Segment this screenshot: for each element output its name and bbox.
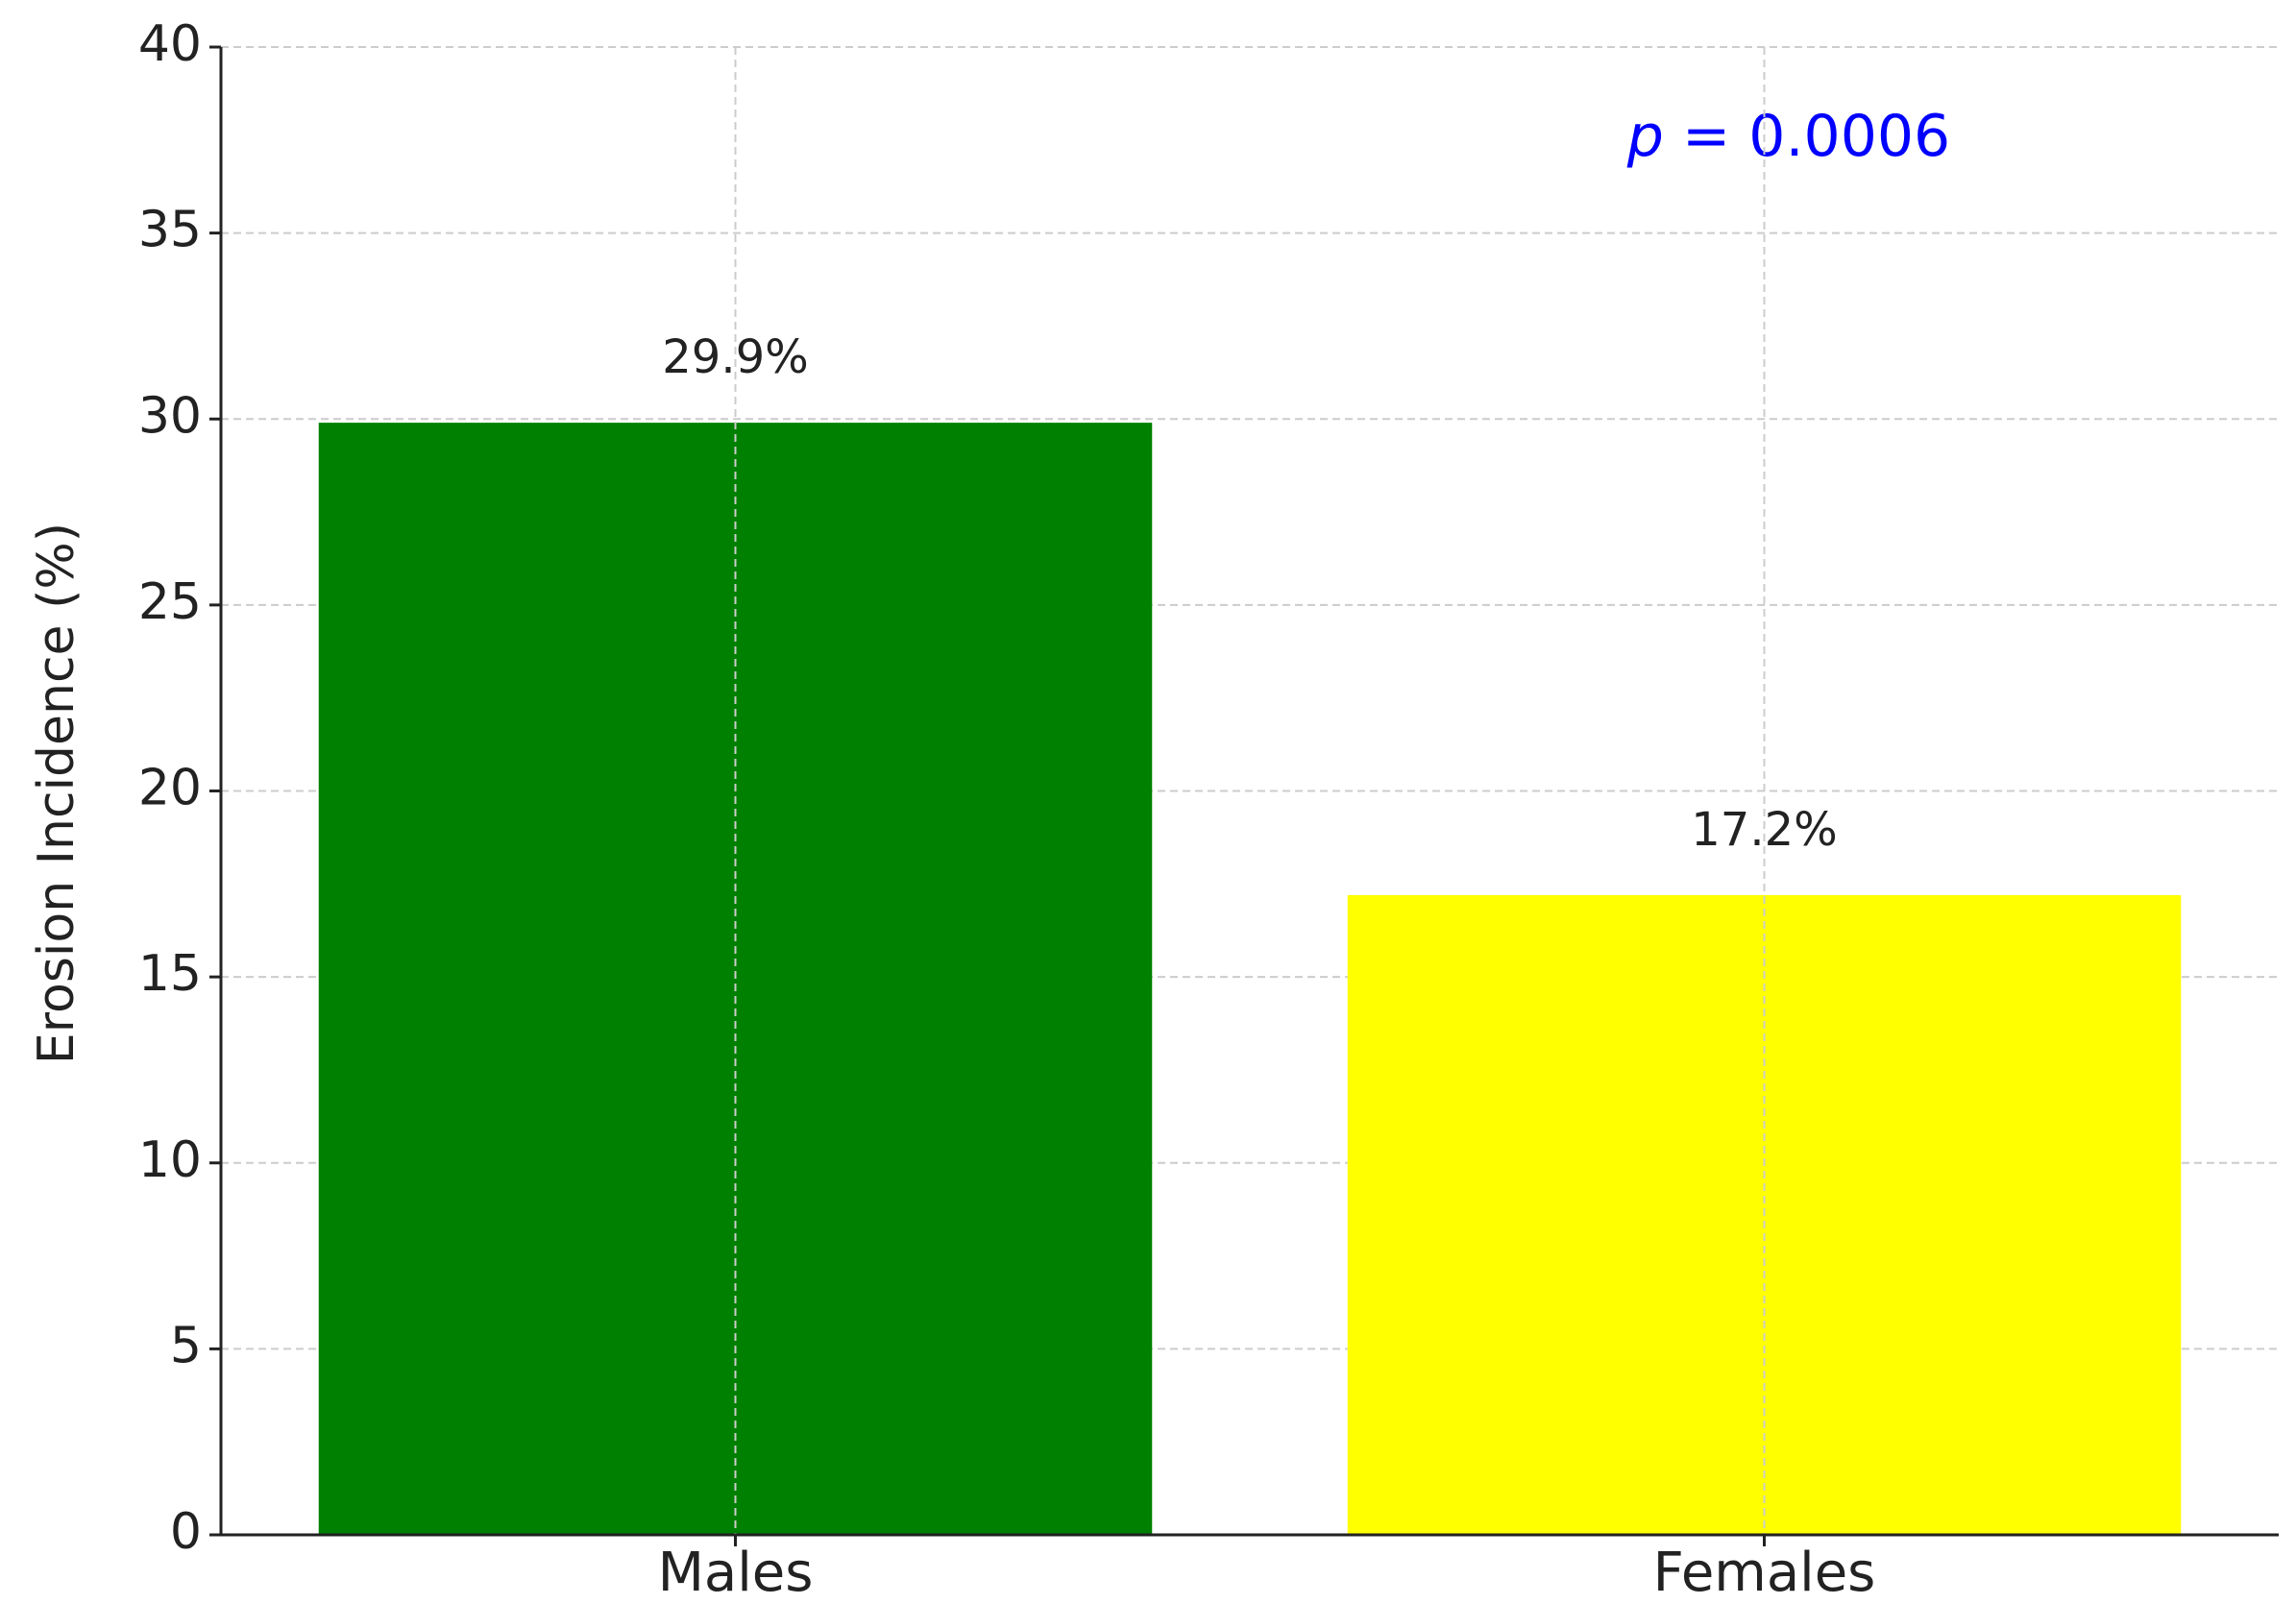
y-tick-label: 20: [138, 760, 202, 817]
y-axis-label: Erosion Incidence (%): [28, 523, 85, 1064]
y-tick-label: 40: [138, 15, 202, 73]
x-tick-label: Males: [658, 1542, 814, 1604]
y-tick-label: 25: [138, 573, 202, 631]
y-tick-label: 35: [138, 202, 202, 259]
annotation-symbol: p: [1626, 103, 1664, 170]
y-tick-label: 0: [170, 1503, 202, 1561]
value-label: 17.2%: [1691, 803, 1837, 857]
y-tick-label: 15: [138, 945, 202, 1003]
annotation: p = 0.0006: [1626, 103, 1950, 170]
y-tick-label: 10: [138, 1131, 202, 1189]
y-tick-label: 30: [138, 387, 202, 445]
y-tick-label: 5: [170, 1317, 202, 1374]
value-label: 29.9%: [662, 330, 808, 384]
x-tick-label: Females: [1653, 1542, 1876, 1604]
annotation-text: = 0.0006: [1682, 103, 1950, 170]
